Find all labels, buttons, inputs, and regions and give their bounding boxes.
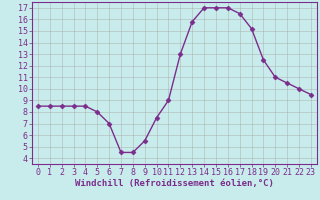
- X-axis label: Windchill (Refroidissement éolien,°C): Windchill (Refroidissement éolien,°C): [75, 179, 274, 188]
